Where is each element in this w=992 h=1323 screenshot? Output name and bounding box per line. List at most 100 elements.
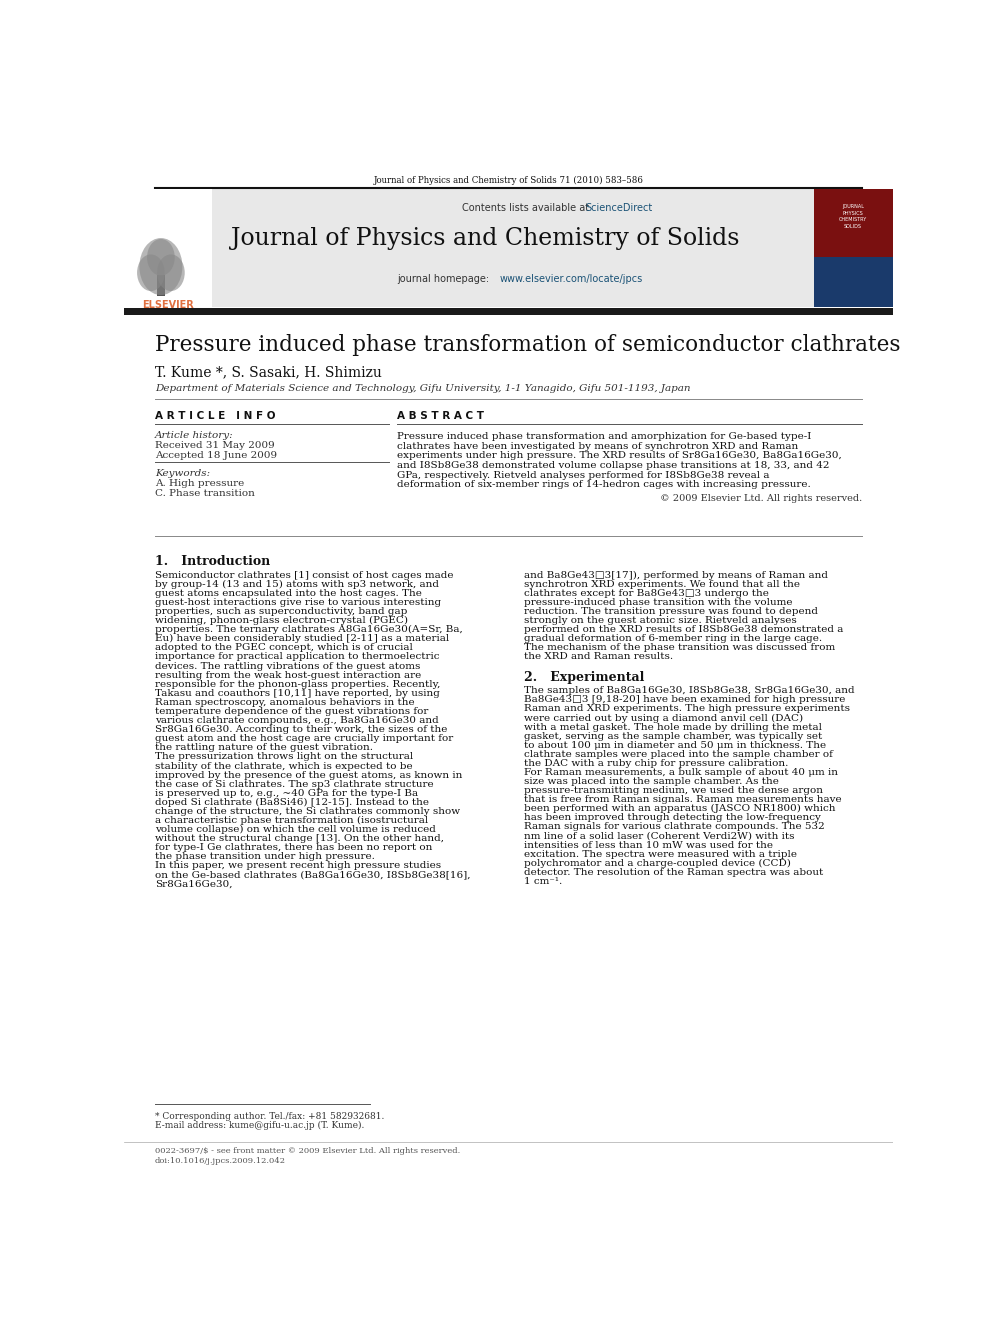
Text: has been improved through detecting the low-frequency: has been improved through detecting the …	[524, 814, 820, 823]
Text: doped Si clathrate (Ba8Si46) [12-15]. Instead to the: doped Si clathrate (Ba8Si46) [12-15]. In…	[155, 798, 429, 807]
Text: properties, such as superconductivity, band gap: properties, such as superconductivity, b…	[155, 607, 407, 617]
Text: Takasu and coauthors [10,11] have reported, by using: Takasu and coauthors [10,11] have report…	[155, 689, 439, 697]
Text: Semiconductor clathrates [1] consist of host cages made: Semiconductor clathrates [1] consist of …	[155, 570, 453, 579]
Text: been performed with an apparatus (JASCO NR1800) which: been performed with an apparatus (JASCO …	[524, 804, 835, 814]
Text: various clathrate compounds, e.g., Ba8Ga16Ge30 and: various clathrate compounds, e.g., Ba8Ga…	[155, 716, 438, 725]
Text: size was placed into the sample chamber. As the: size was placed into the sample chamber.…	[524, 777, 779, 786]
Text: adopted to the PGEC concept, which is of crucial: adopted to the PGEC concept, which is of…	[155, 643, 413, 652]
Text: importance for practical application to thermoelectric: importance for practical application to …	[155, 652, 439, 662]
Text: journal homepage:: journal homepage:	[397, 274, 492, 284]
FancyBboxPatch shape	[124, 189, 212, 307]
Text: were carried out by using a diamond anvil cell (DAC): were carried out by using a diamond anvi…	[524, 713, 803, 722]
Text: C. Phase transition: C. Phase transition	[155, 490, 255, 497]
Text: guest atom and the host cage are crucially important for: guest atom and the host cage are crucial…	[155, 734, 453, 744]
Text: without the structural change [13]. On the other hand,: without the structural change [13]. On t…	[155, 835, 443, 843]
FancyBboxPatch shape	[813, 189, 893, 257]
Text: For Raman measurements, a bulk sample of about 40 μm in: For Raman measurements, a bulk sample of…	[524, 767, 838, 777]
Text: * Corresponding author. Tel./fax: +81 582932681.: * Corresponding author. Tel./fax: +81 58…	[155, 1113, 384, 1121]
Text: polychromator and a charge-coupled device (CCD): polychromator and a charge-coupled devic…	[524, 859, 791, 868]
Circle shape	[139, 238, 183, 295]
Text: Contents lists available at: Contents lists available at	[462, 202, 592, 213]
Text: is preserved up to, e.g., ~40 GPa for the type-I Ba: is preserved up to, e.g., ~40 GPa for th…	[155, 789, 418, 798]
Text: with a metal gasket. The hole made by drilling the metal: with a metal gasket. The hole made by dr…	[524, 722, 821, 732]
Text: Accepted 18 June 2009: Accepted 18 June 2009	[155, 451, 277, 460]
Text: resulting from the weak host-guest interaction are: resulting from the weak host-guest inter…	[155, 671, 421, 680]
Text: Department of Materials Science and Technology, Gifu University, 1-1 Yanagido, G: Department of Materials Science and Tech…	[155, 384, 690, 393]
Text: strongly on the guest atomic size. Rietveld analyses: strongly on the guest atomic size. Rietv…	[524, 617, 797, 626]
Text: GPa, respectively. Rietveld analyses performed for I8Sb8Ge38 reveal a: GPa, respectively. Rietveld analyses per…	[397, 471, 770, 480]
Text: clathrates have been investigated by means of synchrotron XRD and Raman: clathrates have been investigated by mea…	[397, 442, 799, 451]
Text: responsible for the phonon-glass properties. Recently,: responsible for the phonon-glass propert…	[155, 680, 440, 689]
Text: guest atoms encapsulated into the host cages. The: guest atoms encapsulated into the host c…	[155, 589, 422, 598]
Text: Ba8Ge43□3 [9,18-20] have been examined for high pressure: Ba8Ge43□3 [9,18-20] have been examined f…	[524, 696, 845, 704]
Text: Raman signals for various clathrate compounds. The 532: Raman signals for various clathrate comp…	[524, 823, 824, 831]
Text: deformation of six-member rings of 14-hedron cages with increasing pressure.: deformation of six-member rings of 14-he…	[397, 480, 810, 490]
Text: ScienceDirect: ScienceDirect	[585, 202, 653, 213]
Text: properties. The ternary clathrates A8Ga16Ge30(A=Sr, Ba,: properties. The ternary clathrates A8Ga1…	[155, 626, 462, 634]
Text: that is free from Raman signals. Raman measurements have: that is free from Raman signals. Raman m…	[524, 795, 841, 804]
Text: on the Ge-based clathrates (Ba8Ga16Ge30, I8Sb8Ge38[16],: on the Ge-based clathrates (Ba8Ga16Ge30,…	[155, 871, 470, 880]
Text: the case of Si clathrates. The sp3 clathrate structure: the case of Si clathrates. The sp3 clath…	[155, 779, 434, 789]
Text: E-mail address: kume@gifu-u.ac.jp (T. Kume).: E-mail address: kume@gifu-u.ac.jp (T. Ku…	[155, 1122, 364, 1130]
Text: 1 cm⁻¹.: 1 cm⁻¹.	[524, 877, 562, 886]
Text: the XRD and Raman results.: the XRD and Raman results.	[524, 652, 673, 662]
Text: gradual deformation of 6-member ring in the large cage.: gradual deformation of 6-member ring in …	[524, 634, 822, 643]
Text: JOURNAL
PHYSICS
CHEMISTRY
SOLIDS: JOURNAL PHYSICS CHEMISTRY SOLIDS	[838, 204, 867, 229]
Text: gasket, serving as the sample chamber, was typically set: gasket, serving as the sample chamber, w…	[524, 732, 822, 741]
Text: improved by the presence of the guest atoms, as known in: improved by the presence of the guest at…	[155, 770, 462, 779]
Text: Raman and XRD experiments. The high pressure experiments: Raman and XRD experiments. The high pres…	[524, 704, 850, 713]
Text: Article history:: Article history:	[155, 431, 233, 441]
Text: guest-host interactions give rise to various interesting: guest-host interactions give rise to var…	[155, 598, 440, 607]
Text: The samples of Ba8Ga16Ge30, I8Sb8Ge38, Sr8Ga16Ge30, and: The samples of Ba8Ga16Ge30, I8Sb8Ge38, S…	[524, 687, 854, 695]
Text: for type-I Ge clathrates, there has been no report on: for type-I Ge clathrates, there has been…	[155, 843, 433, 852]
Text: the phase transition under high pressure.: the phase transition under high pressure…	[155, 852, 375, 861]
Text: doi:10.1016/j.jpcs.2009.12.042: doi:10.1016/j.jpcs.2009.12.042	[155, 1156, 286, 1164]
Text: performed on the XRD results of I8Sb8Ge38 demonstrated a: performed on the XRD results of I8Sb8Ge3…	[524, 626, 843, 634]
Text: A R T I C L E   I N F O: A R T I C L E I N F O	[155, 411, 275, 421]
Text: Journal of Physics and Chemistry of Solids: Journal of Physics and Chemistry of Soli…	[231, 226, 740, 250]
Text: pressure-induced phase transition with the volume: pressure-induced phase transition with t…	[524, 598, 793, 607]
Text: Received 31 May 2009: Received 31 May 2009	[155, 442, 275, 450]
Text: 2.   Experimental: 2. Experimental	[524, 671, 644, 684]
FancyBboxPatch shape	[813, 257, 893, 307]
Text: by group-14 (13 and 15) atoms with sp3 network, and: by group-14 (13 and 15) atoms with sp3 n…	[155, 579, 438, 589]
Text: and I8Sb8Ge38 demonstrated volume collapse phase transitions at 18, 33, and 42: and I8Sb8Ge38 demonstrated volume collap…	[397, 460, 829, 470]
Circle shape	[137, 254, 165, 291]
Text: clathrates except for Ba8Ge43□3 undergo the: clathrates except for Ba8Ge43□3 undergo …	[524, 589, 769, 598]
Text: widening, phonon-glass electron-crystal (PGEC): widening, phonon-glass electron-crystal …	[155, 617, 408, 626]
FancyBboxPatch shape	[155, 189, 813, 307]
Text: synchrotron XRD experiments. We found that all the: synchrotron XRD experiments. We found th…	[524, 579, 800, 589]
Text: Eu) have been considerably studied [2-11] as a material: Eu) have been considerably studied [2-11…	[155, 634, 449, 643]
Text: temperature dependence of the guest vibrations for: temperature dependence of the guest vibr…	[155, 706, 429, 716]
Text: devices. The rattling vibrations of the guest atoms: devices. The rattling vibrations of the …	[155, 662, 421, 671]
Text: Pressure induced phase transformation and amorphization for Ge-based type-I: Pressure induced phase transformation an…	[397, 433, 811, 441]
Text: nm line of a solid laser (Coherent Verdi2W) with its: nm line of a solid laser (Coherent Verdi…	[524, 832, 795, 840]
Text: to about 100 μm in diameter and 50 μm in thickness. The: to about 100 μm in diameter and 50 μm in…	[524, 741, 826, 750]
Text: pressure-transmitting medium, we used the dense argon: pressure-transmitting medium, we used th…	[524, 786, 822, 795]
Text: Raman spectroscopy, anomalous behaviors in the: Raman spectroscopy, anomalous behaviors …	[155, 699, 415, 706]
Text: A. High pressure: A. High pressure	[155, 479, 244, 488]
Text: reduction. The transition pressure was found to depend: reduction. The transition pressure was f…	[524, 607, 817, 617]
Text: intensities of less than 10 mW was used for the: intensities of less than 10 mW was used …	[524, 840, 773, 849]
Text: volume collapse) on which the cell volume is reduced: volume collapse) on which the cell volum…	[155, 826, 435, 835]
Text: the rattling nature of the guest vibration.: the rattling nature of the guest vibrati…	[155, 744, 373, 753]
Text: In this paper, we present recent high pressure studies: In this paper, we present recent high pr…	[155, 861, 440, 871]
Bar	[157, 275, 165, 296]
Text: 1.   Introduction: 1. Introduction	[155, 556, 270, 569]
Text: a characteristic phase transformation (isostructural: a characteristic phase transformation (i…	[155, 816, 428, 826]
Text: experiments under high pressure. The XRD results of Sr8Ga16Ge30, Ba8Ga16Ge30,: experiments under high pressure. The XRD…	[397, 451, 841, 460]
Text: detector. The resolution of the Raman spectra was about: detector. The resolution of the Raman sp…	[524, 868, 823, 877]
Text: change of the structure, the Si clathrates commonly show: change of the structure, the Si clathrat…	[155, 807, 460, 816]
Circle shape	[147, 239, 175, 275]
Text: and Ba8Ge43□3[17]), performed by means of Raman and: and Ba8Ge43□3[17]), performed by means o…	[524, 570, 827, 579]
Text: clathrate samples were placed into the sample chamber of: clathrate samples were placed into the s…	[524, 750, 832, 759]
Text: ELSEVIER: ELSEVIER	[142, 300, 193, 310]
Text: excitation. The spectra were measured with a triple: excitation. The spectra were measured wi…	[524, 849, 797, 859]
Text: 0022-3697/$ - see front matter © 2009 Elsevier Ltd. All rights reserved.: 0022-3697/$ - see front matter © 2009 El…	[155, 1147, 460, 1155]
FancyBboxPatch shape	[124, 308, 893, 315]
Text: Sr8Ga16Ge30. According to their work, the sizes of the: Sr8Ga16Ge30. According to their work, th…	[155, 725, 447, 734]
Text: Journal of Physics and Chemistry of Solids 71 (2010) 583–586: Journal of Physics and Chemistry of Soli…	[373, 176, 644, 185]
Text: www.elsevier.com/locate/jpcs: www.elsevier.com/locate/jpcs	[499, 274, 643, 284]
Text: T. Kume *, S. Sasaki, H. Shimizu: T. Kume *, S. Sasaki, H. Shimizu	[155, 365, 382, 380]
Text: A B S T R A C T: A B S T R A C T	[397, 411, 484, 421]
